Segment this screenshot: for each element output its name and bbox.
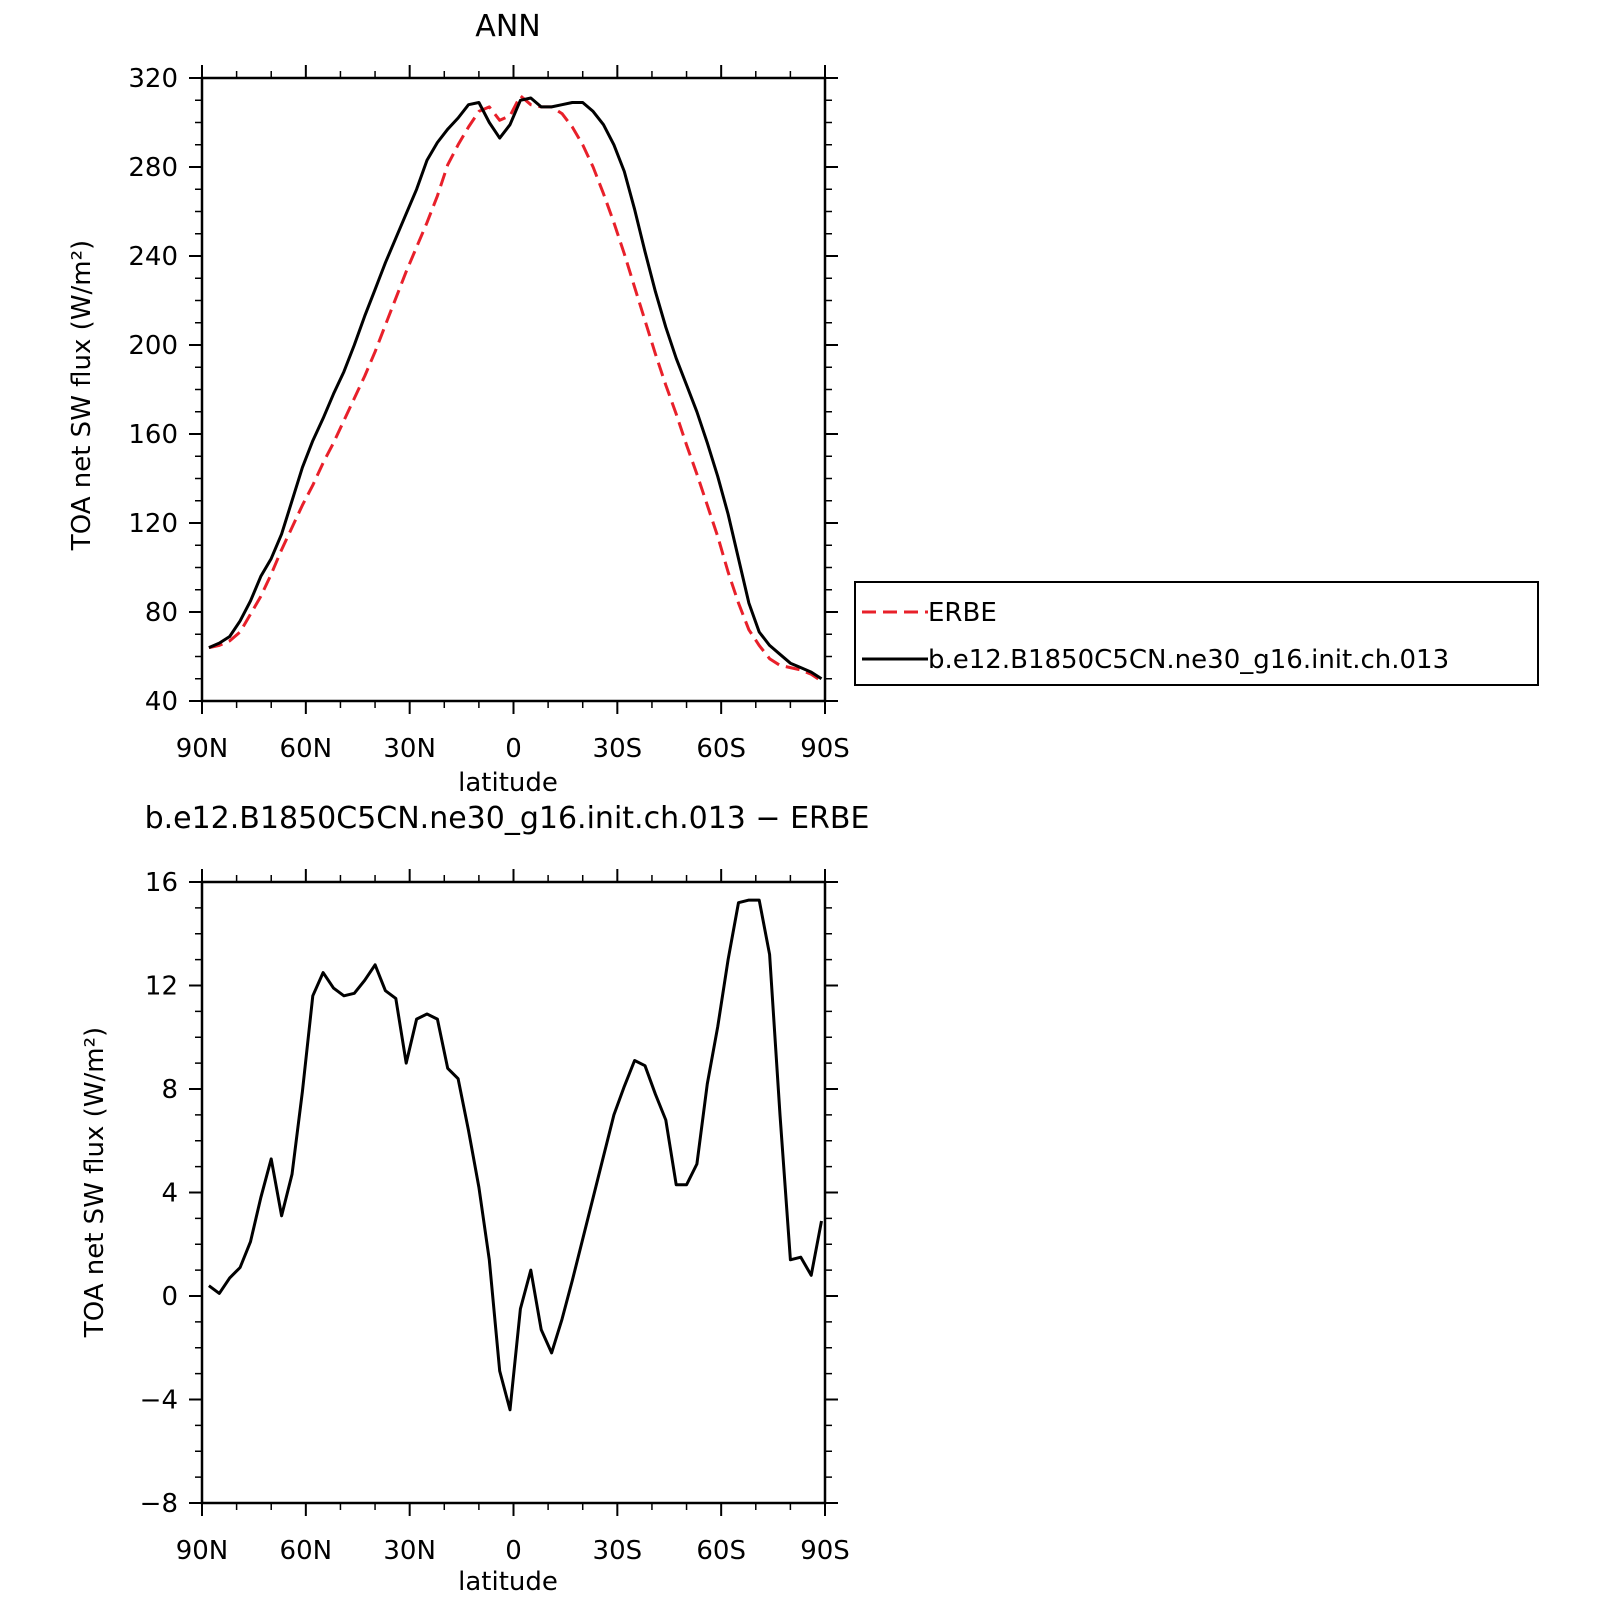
legend-box (854, 581, 1539, 686)
bottom-y-tick-label: 4 (161, 1179, 178, 1209)
top-axes: 90N 60N 30N 0 30S 60S 90S 40 80 120 160 200 240 280 32… (128, 64, 849, 764)
bottom-series-lines (208, 898, 823, 1412)
bottom-y-tick-label: −8 (140, 1489, 178, 1519)
top-y-tick-label: 200 (128, 331, 178, 361)
top-x-tick-label: 90S (800, 734, 850, 764)
top-x-tick-label: 60N (280, 734, 333, 764)
top-x-tick-label: 30S (593, 734, 643, 764)
top-x-tick-label: 90N (176, 734, 229, 764)
top-y-tick-label: 320 (128, 64, 178, 94)
legend-label-model: b.e12.B1850C5CN.ne30_g16.init.ch.013 (928, 645, 1449, 675)
bottom-y-axis-label: TOA net SW flux (W/m²) (80, 1027, 110, 1338)
bottom-chart-title: b.e12.B1850C5CN.ne30_g16.init.ch.013 − E… (145, 801, 870, 836)
top-x-tick-label: 30N (383, 734, 436, 764)
top-panel: ANN 90N 60N 30N 0 30S 60S 90S 40 80 120 160 200 240 2… (67, 9, 850, 798)
bottom-x-tick-label: 30N (383, 1536, 436, 1566)
legend-label-erbe: ERBE (928, 598, 997, 628)
top-y-tick-label: 280 (128, 153, 178, 183)
top-series-line-0 (208, 94, 823, 683)
top-y-tick-label: 120 (128, 509, 178, 539)
top-x-tick-label: 0 (505, 734, 522, 764)
top-x-axis-label: latitude (458, 768, 558, 798)
top-y-tick-label: 80 (145, 598, 178, 628)
bottom-y-tick-label: 8 (161, 1075, 178, 1105)
bottom-panel: b.e12.B1850C5CN.ne30_g16.init.ch.013 − E… (80, 801, 869, 1597)
bottom-x-tick-label: 60S (696, 1536, 746, 1566)
legend: ERBE b.e12.B1850C5CN.ne30_g16.init.ch.01… (854, 581, 1539, 686)
bottom-y-tick-label: −4 (140, 1386, 178, 1416)
bottom-x-axis-label: latitude (458, 1567, 558, 1597)
bottom-axes: 90N 60N 30N 0 30S 60S 90S −8 −4 0 4 8 12 16 (140, 868, 850, 1566)
bottom-y-tick-label: 0 (161, 1282, 178, 1312)
bottom-x-tick-label: 90S (800, 1536, 850, 1566)
bottom-x-tick-label: 30S (593, 1536, 643, 1566)
top-y-axis-label: TOA net SW flux (W/m²) (67, 240, 97, 551)
bottom-x-tick-label: 60N (280, 1536, 333, 1566)
top-plot-frame (200, 76, 827, 703)
bottom-series-line-0 (208, 898, 823, 1412)
top-chart-title: ANN (475, 9, 540, 44)
top-y-tick-label: 40 (145, 687, 178, 717)
bottom-x-tick-label: 90N (176, 1536, 229, 1566)
bottom-y-tick-label: 16 (145, 868, 178, 898)
top-y-tick-label: 240 (128, 242, 178, 272)
top-x-tick-label: 60S (696, 734, 746, 764)
bottom-y-tick-label: 12 (145, 972, 178, 1002)
top-series-lines (208, 94, 823, 683)
top-series-line-1 (208, 96, 823, 681)
top-y-tick-label: 160 (128, 420, 178, 450)
bottom-x-tick-label: 0 (505, 1536, 522, 1566)
bottom-plot-frame (200, 880, 827, 1505)
